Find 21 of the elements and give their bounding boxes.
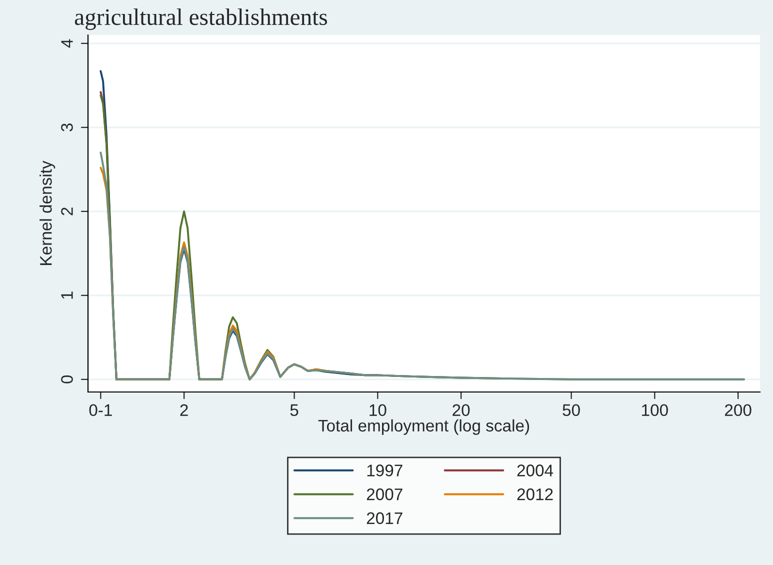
y-tick-label: 4 [61, 39, 73, 48]
legend-label: 2004 [517, 464, 554, 476]
y-tick-label: 3 [61, 124, 73, 132]
x-tick-label: 50 [562, 404, 580, 416]
y-tick-label: 2 [61, 208, 73, 216]
y-tick-label: 1 [61, 292, 73, 299]
x-tick-label: 10 [370, 404, 386, 416]
y-tick-label: 0 [61, 375, 73, 384]
x-tick-label: 2 [180, 404, 188, 416]
x-tick-label: 200 [725, 404, 752, 416]
y-axis-title: Kernel density [40, 160, 56, 265]
legend-label: 1997 [367, 464, 402, 476]
x-tick-label: 20 [452, 404, 470, 416]
x-axis-title: Total employment (log scale) [318, 419, 530, 435]
chart-title: agricultural establishments [74, 8, 327, 30]
legend-label: 2017 [366, 512, 402, 524]
x-tick-label: 100 [642, 404, 668, 416]
legend-label: 2012 [517, 488, 553, 500]
x-tick-label: 0-1 [89, 404, 112, 416]
legend-label: 2007 [366, 488, 402, 500]
x-tick-label: 5 [290, 404, 298, 416]
